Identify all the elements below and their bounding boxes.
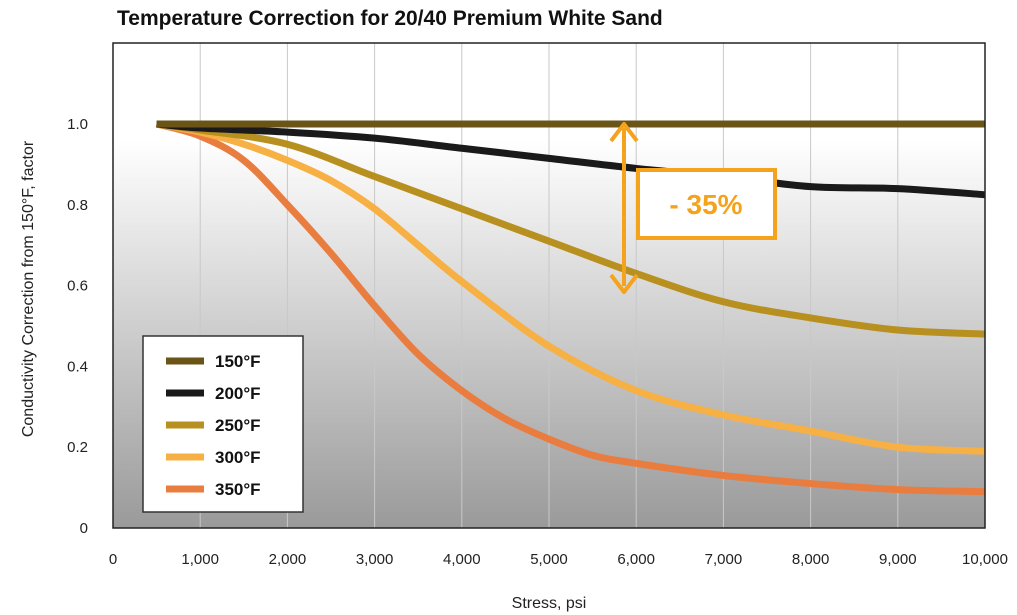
legend: 150°F 200°F 250°F 300°F 350°F: [142, 335, 304, 513]
annotation-arrow-head-top: [609, 122, 639, 143]
y-tick-label: 1.0: [67, 116, 88, 133]
x-tick-label: 7,000: [705, 551, 743, 568]
x-tick-label: 1,000: [181, 551, 219, 568]
chart-title: Temperature Correction for 20/40 Premium…: [117, 7, 663, 30]
y-tick-label: 0.2: [67, 439, 88, 456]
legend-label: 200°F: [215, 384, 261, 403]
x-tick-label: 0: [109, 551, 117, 568]
x-tick-label: 4,000: [443, 551, 481, 568]
plot-frame: [112, 42, 986, 529]
x-tick-label: 6,000: [617, 551, 655, 568]
x-tick-label: 5,000: [530, 551, 568, 568]
x-tick-labels: 0 1,000 2,000 3,000 4,000 5,000 6,000 7,000 8,00…: [109, 551, 1008, 568]
series-line-300f: [155, 120, 986, 455]
annotation-arrow-head-bottom: [609, 273, 639, 294]
y-tick-label: 0: [80, 520, 88, 537]
legend-label: 300°F: [215, 448, 261, 467]
y-tick-label: 0.8: [67, 197, 88, 214]
series-line-200f: [156, 120, 986, 199]
x-tick-label: 8,000: [792, 551, 830, 568]
series-lines: [155, 120, 986, 496]
y-tick-label: 0.4: [67, 358, 88, 375]
y-axis-label: Conductivity Correction from 150°F, fact…: [20, 140, 37, 437]
series-line-350f: [155, 120, 986, 496]
legend-label: 250°F: [215, 416, 261, 435]
annotation-label: - 35%: [669, 189, 742, 220]
y-tick-labels: 0 0.2 0.4 0.6 0.8 1.0: [67, 116, 88, 537]
annotation-box: [636, 168, 777, 240]
x-tick-label: 3,000: [356, 551, 394, 568]
x-tick-label: 9,000: [879, 551, 917, 568]
x-axis-label: Stress, psi: [512, 595, 587, 612]
x-tick-label: 2,000: [269, 551, 307, 568]
series-line-250f: [156, 120, 986, 338]
annotation: - 35%: [609, 122, 777, 294]
legend-label: 150°F: [215, 352, 261, 371]
y-tick-label: 0.6: [67, 278, 88, 295]
x-tick-label: 10,000: [962, 551, 1008, 568]
legend-label: 350°F: [215, 480, 261, 499]
